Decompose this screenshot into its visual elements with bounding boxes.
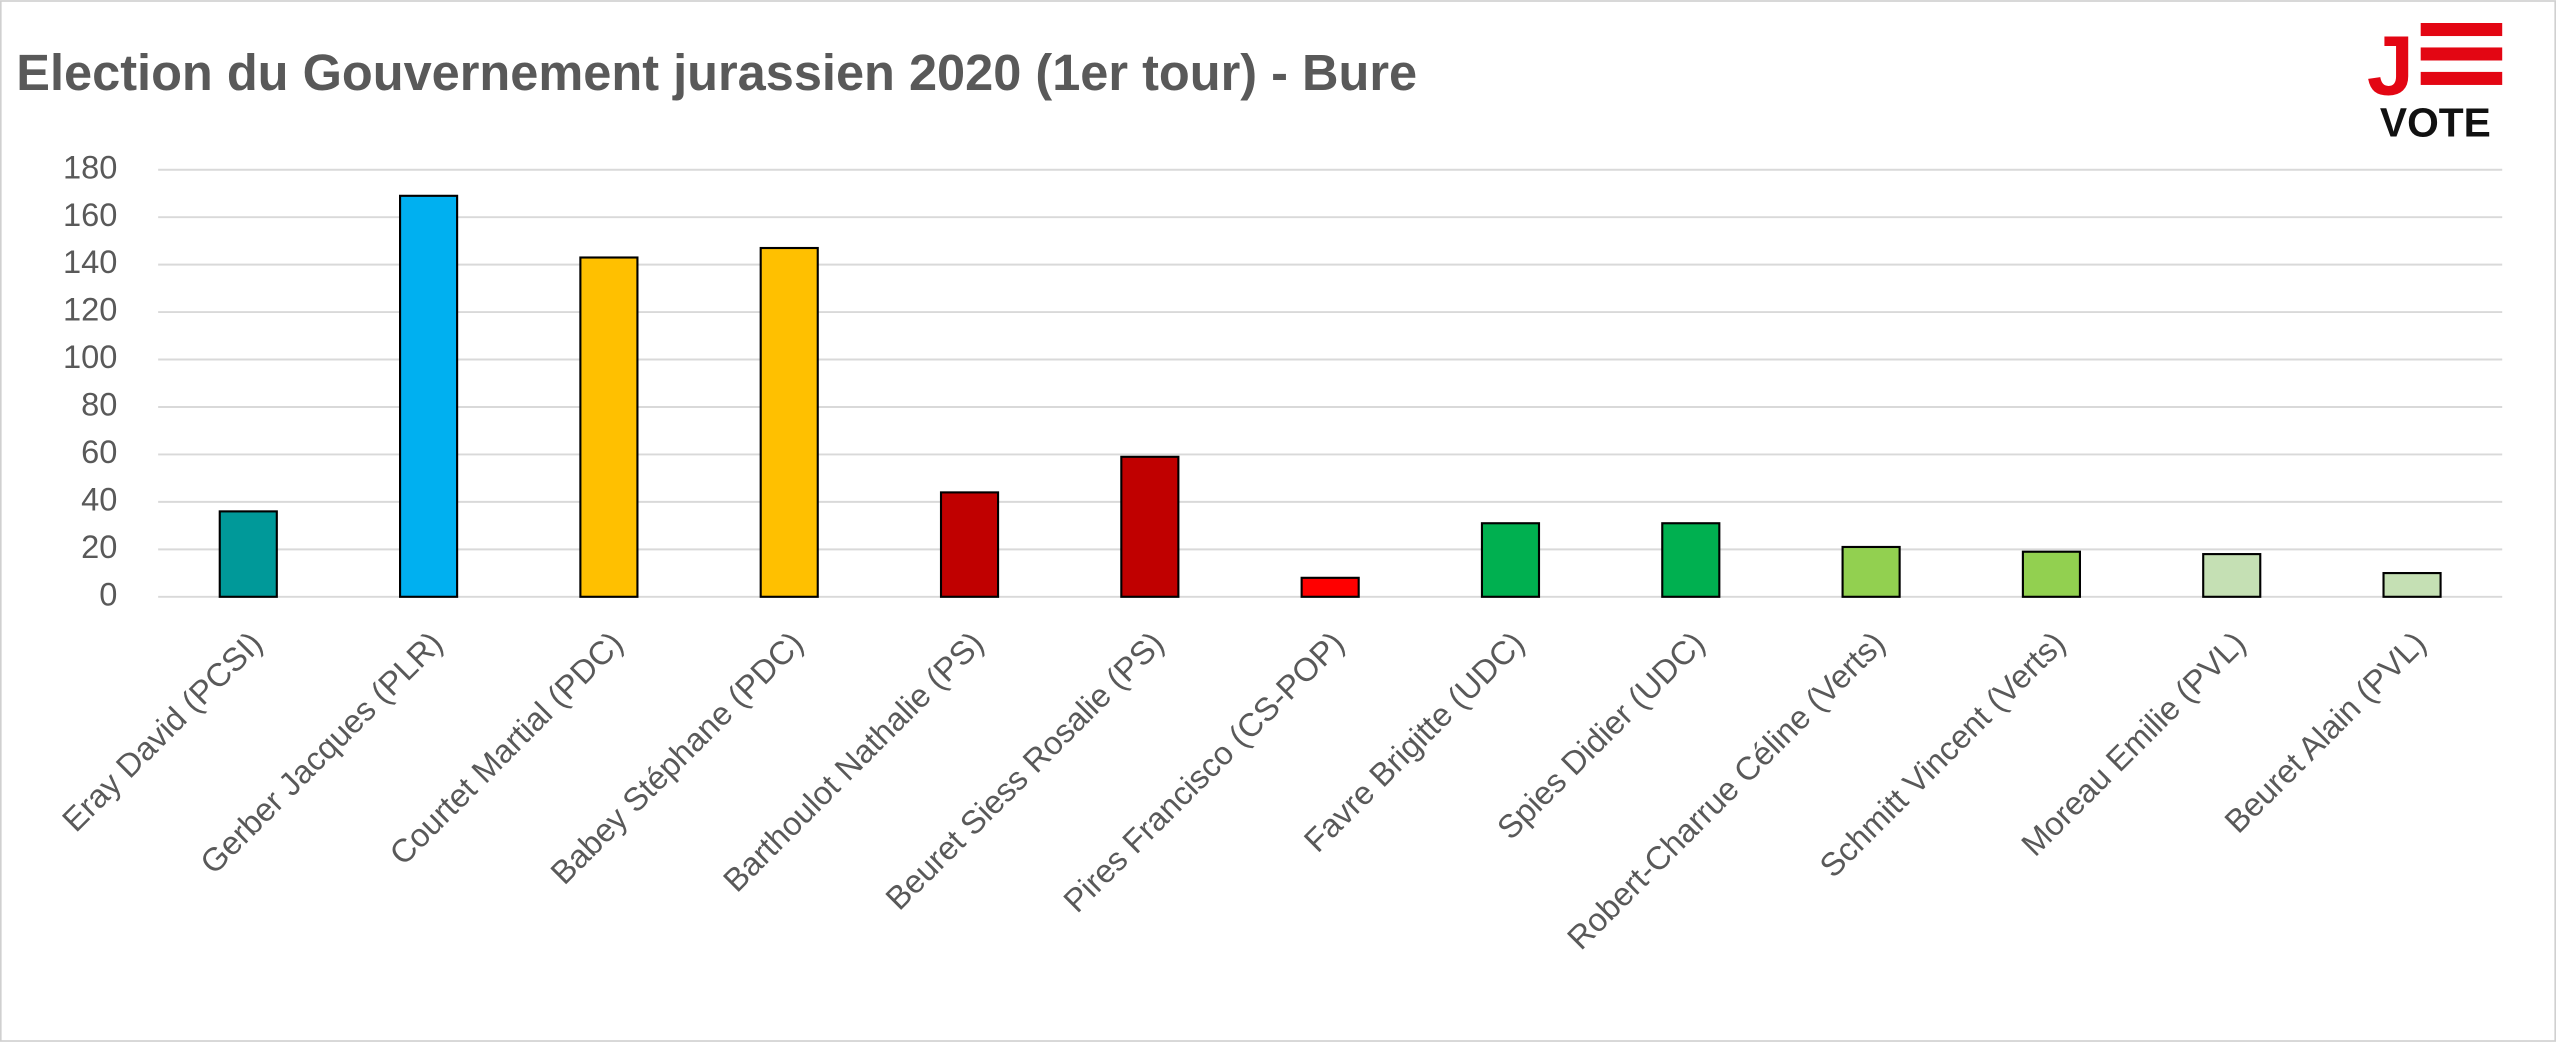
bar: [939, 491, 1000, 598]
y-tick-label: 160: [63, 196, 117, 233]
bar: [759, 246, 819, 598]
bar: [218, 510, 278, 598]
y-tick-label: 140: [63, 243, 117, 280]
y-tick-label: 60: [81, 433, 117, 470]
logo-stripe: [2420, 71, 2503, 85]
bar: [1480, 522, 1541, 598]
y-tick-label: 80: [81, 386, 117, 423]
y-tick-label: 0: [99, 575, 117, 612]
bar: [399, 194, 459, 598]
y-tick-label: 20: [81, 528, 117, 565]
y-tick-label: 100: [63, 338, 117, 375]
chart-title: Election du Gouvernement jurassien 2020 …: [16, 44, 1417, 101]
bar: [2202, 553, 2262, 598]
bar: [579, 256, 639, 598]
y-tick-label: 120: [63, 291, 117, 328]
y-tick-label: 40: [81, 481, 117, 518]
bar: [1661, 522, 1721, 598]
logo-stripe: [2420, 47, 2503, 61]
logo: J VOTE: [2367, 17, 2503, 145]
bar: [1120, 455, 1180, 598]
y-tick-label: 180: [63, 148, 117, 185]
bar: [1841, 545, 1901, 598]
logo-letter: J: [2367, 17, 2414, 112]
logo-stripe: [2420, 23, 2503, 37]
bar: [1300, 576, 1360, 598]
logo-word: VOTE: [2380, 99, 2491, 145]
bar: [2382, 572, 2442, 598]
bar: [2021, 550, 2082, 598]
